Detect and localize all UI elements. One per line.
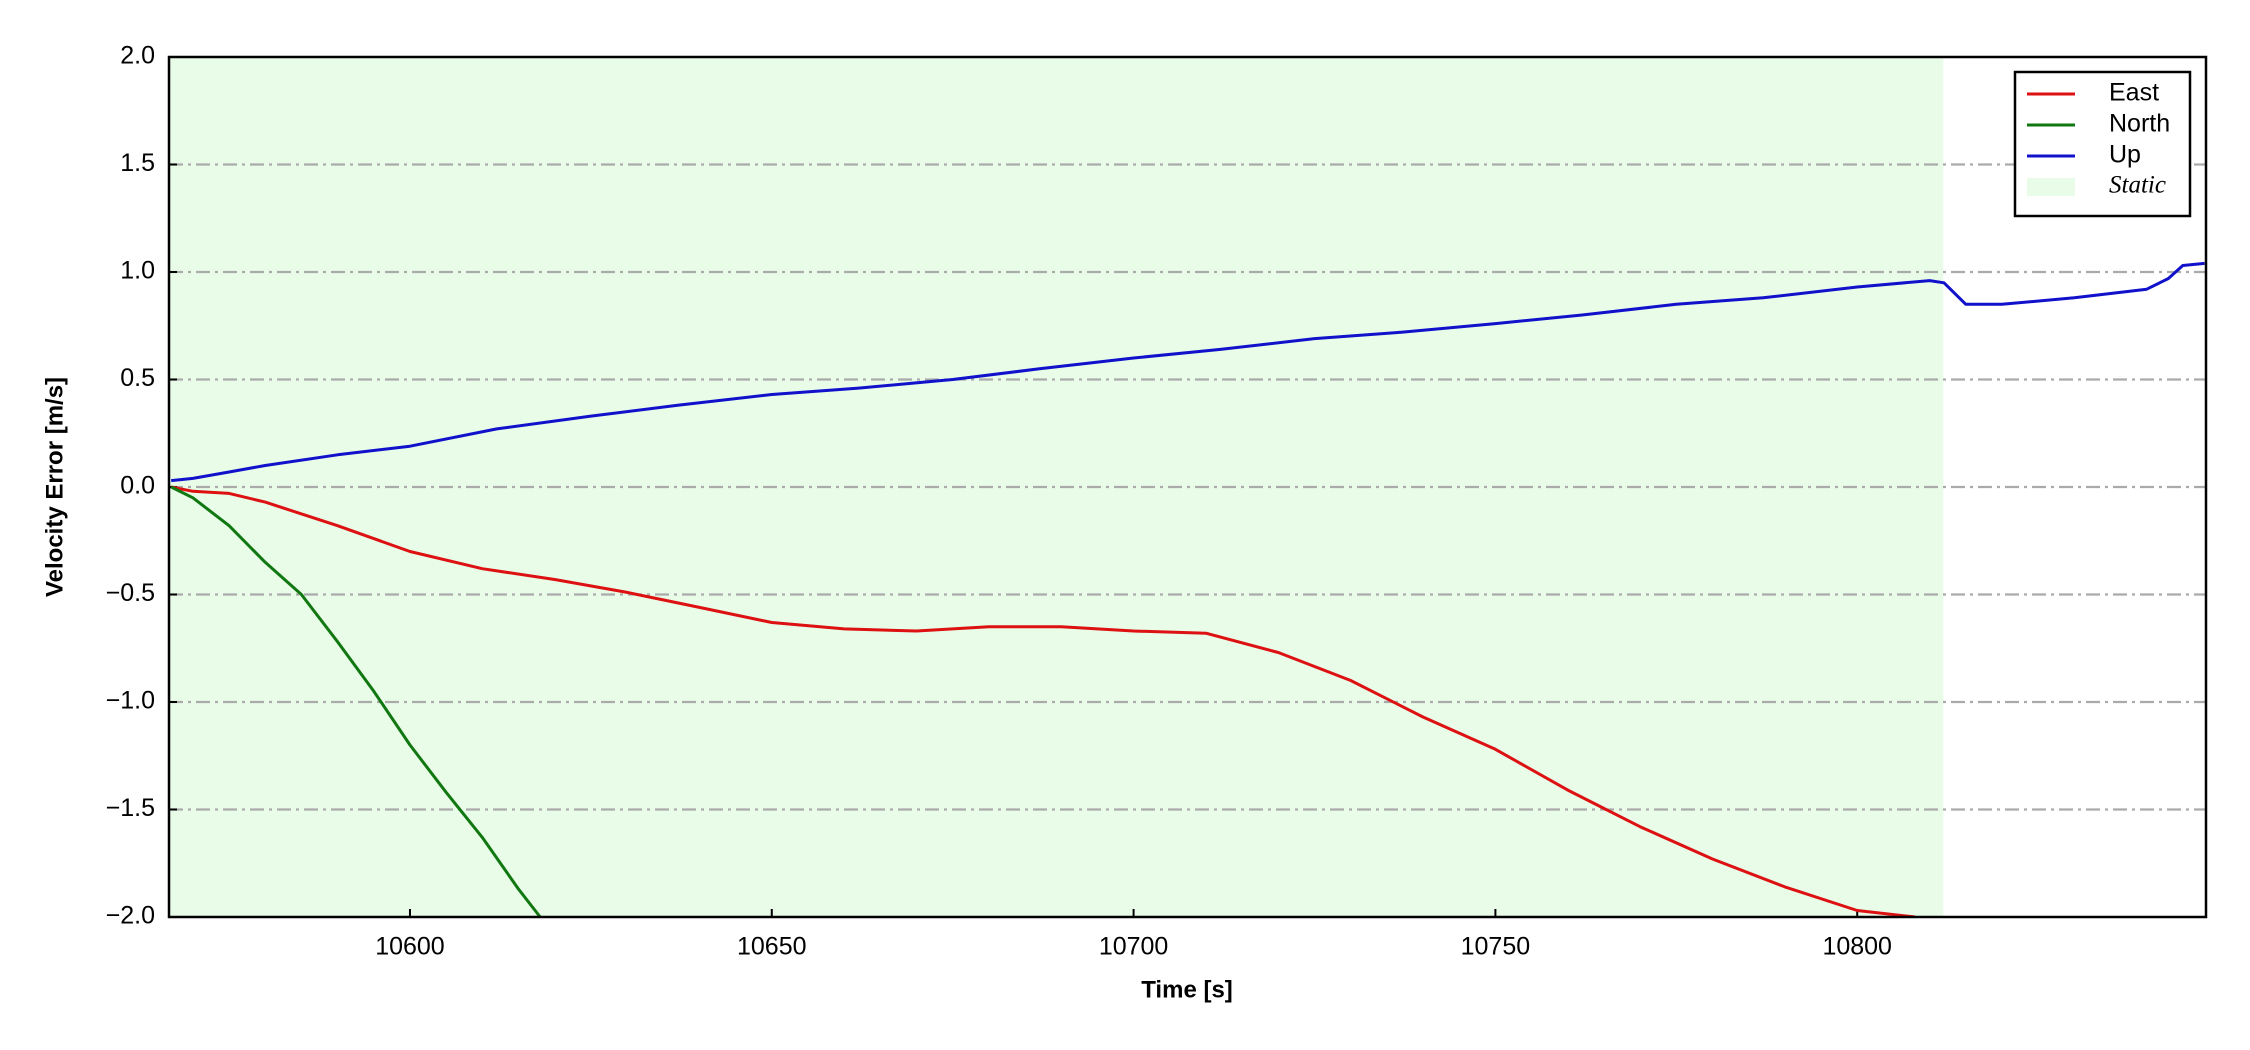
x-tick-label: 10700	[1099, 933, 1169, 961]
x-axis-label: Time [s]	[1141, 976, 1233, 1003]
legend-label: Up	[2109, 141, 2141, 169]
legend-label: East	[2109, 79, 2159, 107]
y-axis-label: Velocity Error [m/s]	[41, 377, 68, 597]
y-tick-label: 1.0	[120, 257, 155, 285]
legend-patch	[2027, 178, 2075, 196]
y-tick-label: 0.0	[120, 472, 155, 500]
plot-frame	[167, 55, 2208, 919]
legend-label: North	[2109, 110, 2170, 138]
series-line	[170, 485, 1916, 917]
y-tick-label: −2.0	[106, 902, 155, 930]
x-tick-label: 10600	[375, 933, 445, 961]
x-tick-label: 10800	[1822, 933, 1892, 961]
y-tick-label: 2.0	[120, 42, 155, 70]
legend-label: Static	[2109, 172, 2166, 199]
y-tick-label: −1.5	[106, 794, 155, 822]
series-line	[171, 261, 2205, 483]
x-tick-label: 10750	[1461, 933, 1531, 961]
y-tick-label: 0.5	[120, 364, 155, 392]
static-region	[169, 57, 1944, 917]
y-tick-label: −0.5	[106, 579, 155, 607]
series-line	[170, 485, 542, 917]
y-tick-label: −1.0	[106, 687, 155, 715]
y-tick-label: 1.5	[120, 149, 155, 177]
x-tick-label: 10650	[737, 933, 807, 961]
